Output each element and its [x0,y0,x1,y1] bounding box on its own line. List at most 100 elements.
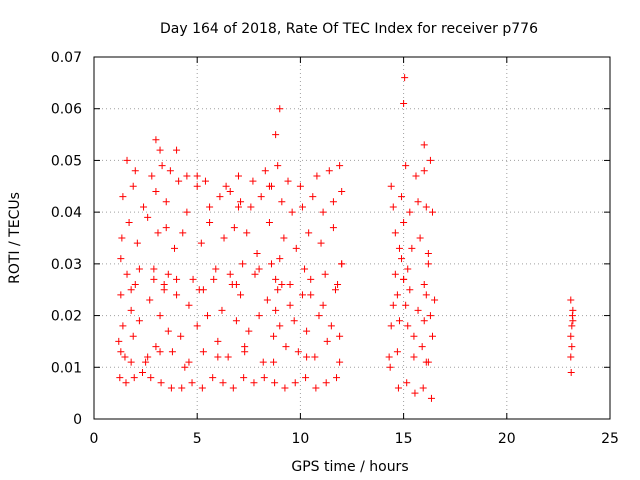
data-point [168,348,176,356]
data-point [243,229,251,237]
data-point [569,317,577,325]
data-point [222,182,230,190]
data-point [241,348,249,356]
data-point [272,275,280,283]
data-point [164,327,172,335]
data-point [129,182,137,190]
y-tick-label: 0.03 [51,257,82,273]
data-point [226,270,234,278]
data-point [122,379,130,387]
data-point [296,182,304,190]
data-point [281,384,289,392]
data-point [131,281,139,289]
data-point [133,239,141,247]
x-tick-label: 0 [90,431,99,447]
data-point [422,291,430,299]
data-point [178,384,186,392]
x-axis-ticks: 0 5 10 15 20 25 [90,57,619,447]
data-point [166,167,174,175]
data-point [162,224,170,232]
data-point [268,260,276,268]
data-point [403,379,411,387]
data-point [150,275,158,283]
data-point [261,167,269,175]
data-point [338,260,346,268]
data-point [156,312,164,320]
data-point [290,317,298,325]
data-point [278,281,286,289]
data-point [307,291,315,299]
data-point [315,312,323,320]
data-point [229,384,237,392]
data-point [411,389,419,397]
data-point [420,141,428,149]
data-point [329,224,337,232]
data-point [327,322,335,330]
data-point [323,337,331,345]
data-point [298,291,306,299]
data-point [406,286,414,294]
data-point [280,234,288,242]
data-point [424,250,432,258]
data-point [302,374,310,382]
data-point [265,218,273,226]
data-point [412,172,420,180]
data-point [272,131,280,139]
y-axis-label: ROTI / TECUs [7,192,23,284]
data-point [336,332,344,340]
data-point [135,317,143,325]
data-point [234,172,242,180]
data-point [118,234,126,242]
data-point [387,182,395,190]
data-point [395,244,403,252]
data-point [237,291,245,299]
data-point [567,296,575,304]
data-point [400,275,408,283]
data-point [193,172,201,180]
data-point [204,312,212,320]
data-point [237,198,245,206]
data-point [152,343,160,351]
data-point [404,322,412,330]
data-point [152,136,160,144]
data-point [278,198,286,206]
data-point [270,358,278,366]
data-point [193,322,201,330]
data-point [406,208,414,216]
data-point [414,198,422,206]
data-point [393,291,401,299]
data-point [148,172,156,180]
data-point [298,203,306,211]
data-point [274,162,282,170]
data-point [386,363,394,371]
data-point [391,229,399,237]
data-point [263,296,271,304]
data-point [117,255,125,263]
data-point [329,198,337,206]
data-point [333,374,341,382]
data-point [253,250,261,258]
data-point [139,368,147,376]
data-point [167,384,175,392]
data-point [199,286,207,294]
data-point [219,379,227,387]
y-tick-label: 0.02 [51,309,82,325]
data-point [265,182,273,190]
data-point [156,348,164,356]
data-point [408,244,416,252]
data-point [291,379,299,387]
data-point [419,384,427,392]
data-point [232,317,240,325]
y-axis-ticks: 0 0.01 0.02 0.03 0.04 0.05 0.06 0.07 [51,50,610,428]
data-point [255,312,263,320]
data-point [255,265,263,273]
data-point [567,332,575,340]
data-point [206,203,214,211]
x-tick-label: 25 [601,431,619,447]
data-point [131,167,139,175]
data-point [422,358,430,366]
data-point [389,301,397,309]
x-tick-label: 20 [498,431,516,447]
data-point [239,260,247,268]
y-tick-label: 0 [73,412,82,428]
